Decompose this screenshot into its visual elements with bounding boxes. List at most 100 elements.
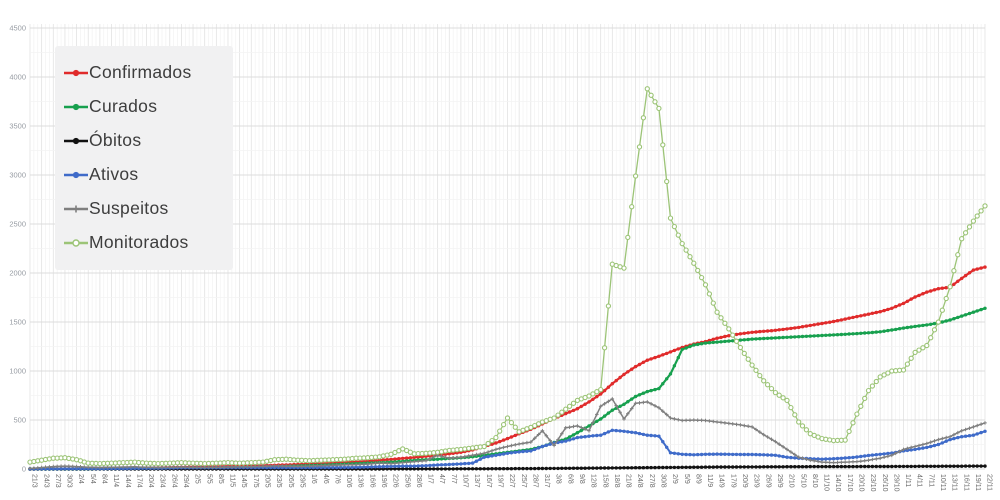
svg-text:16/6: 16/6 — [368, 474, 375, 488]
svg-text:26/10: 26/10 — [881, 474, 888, 492]
svg-text:8/5: 8/5 — [217, 474, 224, 484]
svg-text:22/11: 22/11 — [986, 474, 993, 491]
svg-text:7/7: 7/7 — [450, 474, 457, 484]
svg-text:11/9: 11/9 — [706, 474, 713, 487]
svg-text:2/5: 2/5 — [194, 474, 201, 484]
svg-text:21/3: 21/3 — [31, 474, 38, 488]
series-suspeitos — [28, 397, 987, 471]
svg-text:4/7: 4/7 — [438, 474, 445, 484]
svg-text:14/9: 14/9 — [718, 474, 725, 488]
svg-text:3500: 3500 — [9, 122, 26, 131]
svg-text:20/4: 20/4 — [147, 474, 154, 488]
svg-text:18/8: 18/8 — [613, 474, 620, 488]
svg-text:5/9: 5/9 — [683, 474, 690, 484]
svg-text:14/4: 14/4 — [124, 474, 131, 488]
svg-text:25/7: 25/7 — [520, 474, 527, 488]
svg-text:20/5: 20/5 — [264, 474, 271, 488]
svg-text:5/5: 5/5 — [205, 474, 212, 484]
svg-text:14/5: 14/5 — [240, 474, 247, 488]
svg-text:29/9: 29/9 — [776, 474, 783, 488]
svg-text:26/5: 26/5 — [287, 474, 294, 488]
svg-text:27/3: 27/3 — [54, 474, 61, 488]
svg-text:0: 0 — [22, 465, 26, 474]
svg-text:20/9: 20/9 — [741, 474, 748, 488]
svg-text:31/7: 31/7 — [543, 474, 550, 488]
svg-text:7/6: 7/6 — [333, 474, 340, 484]
legend-series-marker-icon — [64, 239, 88, 247]
svg-text:3000: 3000 — [9, 171, 26, 180]
legend-item-curados: Curados — [63, 90, 225, 124]
legend-item-bitos: Óbitos — [63, 124, 225, 158]
svg-text:6/8: 6/8 — [566, 474, 573, 484]
svg-text:4/11: 4/11 — [916, 474, 923, 487]
svg-text:21/8: 21/8 — [625, 474, 632, 488]
legend-item-label: Confirmados — [89, 62, 192, 83]
legend-item-label: Ativos — [89, 164, 139, 185]
svg-text:22/6: 22/6 — [392, 474, 399, 488]
svg-text:10/11: 10/11 — [939, 474, 946, 491]
legend-item-label: Suspeitos — [89, 198, 169, 219]
svg-text:22/7: 22/7 — [508, 474, 515, 488]
svg-text:12/8: 12/8 — [590, 474, 597, 488]
svg-text:1/11: 1/11 — [904, 474, 911, 487]
legend-item-label: Monitorados — [89, 232, 189, 253]
svg-text:28/7: 28/7 — [531, 474, 538, 488]
svg-text:14/10: 14/10 — [834, 474, 841, 492]
svg-text:17/9: 17/9 — [729, 474, 736, 488]
svg-text:17/5: 17/5 — [252, 474, 259, 488]
svg-text:27/8: 27/8 — [648, 474, 655, 488]
series-monitorados — [27, 86, 988, 467]
svg-text:30/8: 30/8 — [660, 474, 667, 488]
svg-text:29/5: 29/5 — [298, 474, 305, 488]
svg-text:4/6: 4/6 — [322, 474, 329, 484]
svg-text:20/10: 20/10 — [857, 474, 864, 492]
svg-text:5/10: 5/10 — [799, 474, 806, 488]
svg-text:23/10: 23/10 — [869, 474, 876, 492]
legend-item-label: Óbitos — [89, 130, 142, 151]
svg-text:9/8: 9/8 — [578, 474, 585, 484]
svg-text:1/6: 1/6 — [310, 474, 317, 484]
legend-series-marker-icon — [64, 137, 88, 145]
svg-text:1000: 1000 — [9, 367, 26, 376]
svg-text:24/8: 24/8 — [636, 474, 643, 488]
svg-text:16/7: 16/7 — [485, 474, 492, 488]
svg-text:19/11: 19/11 — [974, 474, 981, 491]
svg-text:2/10: 2/10 — [788, 474, 795, 488]
x-axis-labels: 21/3 24/3 27/3 30/3 2/4 5/4 8/4 11/4 14/4 17/4 20/… — [31, 474, 993, 492]
svg-text:23/5: 23/5 — [275, 474, 282, 488]
svg-text:2/4: 2/4 — [77, 474, 84, 484]
svg-text:5/4: 5/4 — [89, 474, 96, 484]
svg-text:15/8: 15/8 — [601, 474, 608, 488]
svg-text:2000: 2000 — [9, 269, 26, 278]
svg-text:25/6: 25/6 — [403, 474, 410, 488]
svg-text:26/9: 26/9 — [764, 474, 771, 488]
svg-text:17/10: 17/10 — [846, 474, 853, 492]
svg-text:500: 500 — [13, 416, 26, 425]
svg-text:4000: 4000 — [9, 73, 26, 82]
svg-text:13/7: 13/7 — [473, 474, 480, 488]
legend-series-marker-icon — [64, 205, 88, 213]
svg-text:19/6: 19/6 — [380, 474, 387, 488]
svg-text:13/11: 13/11 — [951, 474, 958, 491]
svg-text:28/6: 28/6 — [415, 474, 422, 488]
legend-item-monitorados: Monitorados — [63, 226, 225, 260]
svg-text:19/7: 19/7 — [496, 474, 503, 488]
legend-series-marker-icon — [64, 69, 88, 77]
legend: Confirmados Curados Óbitos Ativos Suspeitos M… — [55, 46, 233, 270]
svg-text:13/6: 13/6 — [357, 474, 364, 488]
svg-text:2/9: 2/9 — [671, 474, 678, 484]
svg-text:8/9: 8/9 — [694, 474, 701, 484]
svg-text:26/4: 26/4 — [170, 474, 177, 488]
y-axis-labels: 0 500 1000 1500 2000 2500 3000 3500 4000 4500 — [9, 24, 26, 474]
svg-text:17/4: 17/4 — [135, 474, 142, 488]
svg-text:1500: 1500 — [9, 318, 26, 327]
svg-text:23/4: 23/4 — [159, 474, 166, 488]
svg-text:24/3: 24/3 — [42, 474, 49, 488]
svg-text:8/10: 8/10 — [811, 474, 818, 488]
svg-text:23/9: 23/9 — [753, 474, 760, 488]
svg-text:30/3: 30/3 — [66, 474, 73, 488]
legend-item-ativos: Ativos — [63, 158, 225, 192]
svg-text:8/4: 8/4 — [100, 474, 107, 484]
svg-text:1/7: 1/7 — [427, 474, 434, 484]
